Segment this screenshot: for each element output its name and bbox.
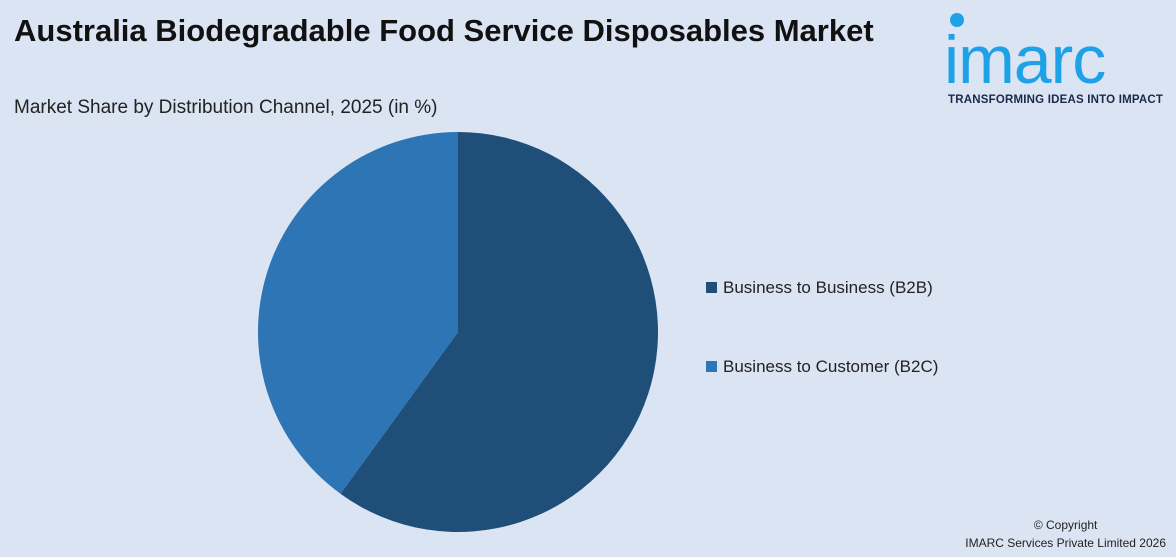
copyright-line-1: © Copyright xyxy=(1033,518,1098,532)
imarc-logo: imarc TRANSFORMING IDEAS INTO IMPACT xyxy=(944,8,1172,112)
legend-item-b2b: Business to Business (B2B) xyxy=(706,278,933,298)
chart-subtitle: Market Share by Distribution Channel, 20… xyxy=(14,97,438,118)
pie-slice-b2b xyxy=(340,132,658,533)
legend-item-b2c: Business to Customer (B2C) xyxy=(706,357,938,377)
chart-title: Australia Biodegradable Food Service Dis… xyxy=(14,13,874,48)
copyright-line-2: IMARC Services Private Limited 2026 xyxy=(965,536,1166,550)
logo-dot-icon xyxy=(950,13,964,27)
logo-tagline: TRANSFORMING IDEAS INTO IMPACT xyxy=(948,94,1164,106)
legend-label-b2b: Business to Business (B2B) xyxy=(723,278,933,297)
pie-slice-b2c xyxy=(258,132,458,494)
logo-wordmark: imarc xyxy=(944,22,1106,98)
legend-label-b2c: Business to Customer (B2C) xyxy=(723,357,939,376)
copyright-notice: © Copyright IMARC Services Private Limit… xyxy=(965,516,1166,552)
legend-swatch-b2b xyxy=(706,282,717,293)
legend-swatch-b2c xyxy=(706,361,717,372)
